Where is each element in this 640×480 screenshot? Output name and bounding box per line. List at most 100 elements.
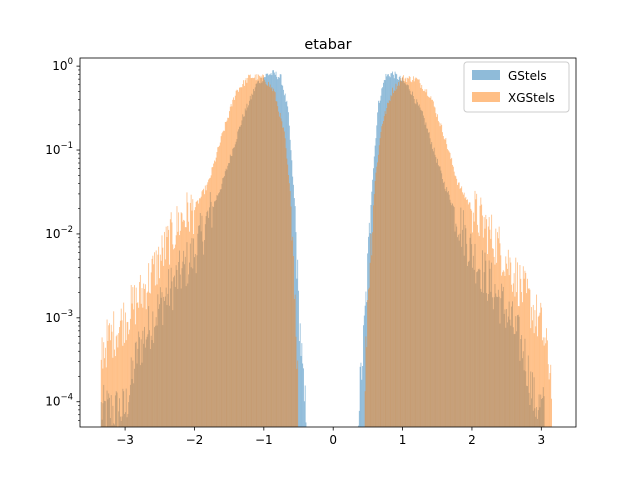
histogram-bar — [478, 236, 480, 427]
histogram-bar — [171, 222, 173, 427]
histogram-bar — [221, 133, 223, 427]
histogram-bar — [401, 81, 403, 428]
histogram-bar — [487, 254, 488, 427]
histogram-bar — [292, 236, 294, 427]
histogram-bar — [523, 278, 525, 427]
histogram-bar — [396, 89, 398, 427]
histogram-bar — [154, 252, 155, 427]
histogram-bar — [388, 103, 389, 427]
histogram-bar — [427, 96, 429, 427]
histogram-bar — [216, 152, 218, 428]
histogram-bar — [200, 196, 202, 427]
histogram-bar — [186, 192, 188, 427]
histogram-bar — [138, 307, 140, 427]
histogram-bar — [119, 320, 121, 427]
histogram-bar — [157, 254, 159, 427]
series-xgstels-bars — [100, 74, 552, 428]
histogram-bar — [283, 127, 284, 428]
histogram-bar — [437, 114, 438, 427]
axes: −3 −2 −1 0 1 2 3 10−4 10−3 10−2 10−1 100 — [45, 57, 577, 447]
histogram-bar — [103, 342, 105, 427]
histogram-bar — [281, 121, 283, 427]
x-tick-label: 3 — [537, 433, 545, 447]
histogram-bar — [239, 87, 240, 428]
histogram-bar — [458, 182, 460, 427]
histogram-bar — [164, 259, 166, 427]
histogram-bar — [148, 263, 150, 427]
histogram-bar — [185, 227, 187, 427]
histogram-bar — [369, 262, 371, 427]
histogram-bar — [453, 171, 455, 427]
histogram-bar — [153, 264, 155, 427]
histogram-bar — [432, 99, 433, 427]
histogram-bar — [273, 91, 275, 427]
histogram-bar — [482, 215, 483, 427]
histogram-bar — [516, 292, 518, 427]
histogram-bar — [263, 75, 264, 428]
histogram-bar — [466, 200, 468, 427]
histogram-bar — [298, 290, 299, 427]
histogram-bar — [452, 164, 453, 427]
histogram-bar — [246, 82, 248, 427]
histogram-bar — [208, 179, 210, 427]
histogram-bar — [303, 401, 305, 427]
histogram-bar — [237, 90, 239, 428]
histogram-bar — [225, 121, 227, 427]
histogram-bar — [407, 78, 409, 427]
histogram-bar — [488, 217, 490, 427]
histogram-bar — [104, 358, 105, 427]
histogram-bar — [149, 293, 151, 427]
histogram-bar — [100, 359, 102, 427]
histogram-bar — [117, 347, 119, 427]
histogram-bar — [283, 131, 285, 427]
histogram-bar — [494, 264, 496, 427]
histogram-bar — [258, 74, 259, 428]
histogram-bar — [464, 198, 466, 427]
histogram-bar — [199, 198, 200, 427]
histogram-bar — [163, 265, 165, 427]
histogram-bar — [270, 88, 272, 427]
histogram-bar — [135, 287, 137, 427]
histogram-bar — [452, 166, 454, 427]
histogram-bar — [367, 300, 369, 427]
histogram-bar — [526, 293, 528, 427]
histogram-bar — [296, 368, 298, 427]
histogram-bar — [373, 193, 375, 427]
histogram-bar — [408, 76, 410, 428]
histogram-bar — [484, 228, 486, 427]
histogram-bar — [532, 304, 534, 427]
legend-swatch-xgstels — [472, 92, 500, 102]
histogram-bar — [418, 79, 420, 427]
histogram-bar — [131, 303, 133, 427]
histogram-bar — [248, 74, 249, 427]
histogram-bar — [285, 148, 287, 427]
histogram-bar — [358, 425, 359, 427]
histogram-bar — [532, 320, 533, 427]
histogram-bar — [429, 98, 431, 427]
histogram-bar — [134, 324, 136, 427]
histogram-bar — [373, 205, 374, 427]
histogram-bar — [465, 196, 467, 427]
histogram-bar — [359, 366, 361, 427]
histogram-bar — [276, 101, 278, 428]
histogram-bar — [112, 357, 114, 427]
histogram-bar — [198, 203, 200, 427]
histogram-bar — [475, 199, 477, 427]
histogram-bar — [473, 221, 475, 427]
histogram-bar — [392, 87, 393, 428]
histogram-bar — [238, 91, 239, 427]
histogram-bar — [261, 77, 263, 427]
histogram-bar — [403, 81, 405, 427]
histogram-bar — [417, 79, 419, 427]
histogram-bar — [151, 258, 153, 427]
histogram-bar — [191, 210, 193, 427]
histogram-bar — [457, 182, 459, 427]
histogram-bar — [500, 255, 502, 427]
histogram-bar — [469, 202, 471, 427]
histogram-bar — [497, 238, 499, 427]
legend-label-xgstels: XGStels — [508, 91, 555, 105]
histogram-bar — [288, 174, 289, 427]
histogram-bar — [518, 306, 520, 427]
histogram-bar — [515, 257, 517, 427]
histogram-bar — [166, 237, 168, 427]
